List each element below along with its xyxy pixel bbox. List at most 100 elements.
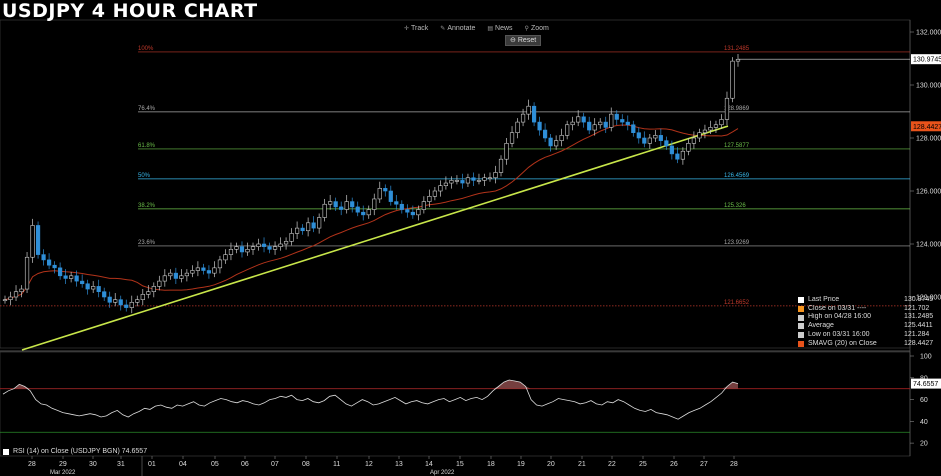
sma-price-label: 128.4427 <box>913 124 941 131</box>
fib-price-label: 126.4569 <box>724 173 750 179</box>
candle-body <box>432 190 437 197</box>
pencil-icon: ✎ <box>440 26 446 32</box>
x-tick-label: 04 <box>179 461 187 468</box>
x-tick-label: 28 <box>730 461 738 468</box>
rsi-tick-label: 40 <box>920 419 928 426</box>
legend-label: High on 04/28 16:00 <box>808 313 872 321</box>
candle-body <box>631 124 636 133</box>
candle-body <box>449 180 454 184</box>
candle-body <box>361 211 366 216</box>
candle-body <box>614 113 619 120</box>
candle-body <box>697 132 702 139</box>
candle-body <box>151 286 156 292</box>
legend-swatch <box>798 340 804 347</box>
candle-body <box>24 256 30 290</box>
reset-label: Reset <box>517 37 537 44</box>
candle-body <box>339 206 344 210</box>
month-label: Mar 2022 <box>50 470 76 476</box>
last-price-tag <box>911 54 941 65</box>
candle-body <box>625 121 630 126</box>
annotate-button[interactable]: ✎ Annotate <box>437 24 478 33</box>
x-tick-label: 05 <box>211 461 219 468</box>
zoom-button[interactable]: ⚲ Zoom <box>522 24 552 33</box>
rsi-legend-swatch <box>3 448 9 455</box>
price-legend: Last Price 130.9745 Close on 03/31 ---- 121… <box>798 296 933 348</box>
x-tick-label: 18 <box>487 461 495 468</box>
price-tick-label: 132.000 <box>916 30 941 37</box>
candle-body <box>708 127 713 131</box>
candle-body <box>570 121 575 126</box>
candle-body <box>96 286 101 292</box>
reset-button[interactable]: ⊖ Reset <box>505 35 542 46</box>
legend-label: Average <box>808 322 834 330</box>
x-tick-label: 25 <box>639 461 647 468</box>
candle-body <box>647 137 652 144</box>
candle-body <box>531 105 537 123</box>
candle-body <box>35 225 41 255</box>
candle-body <box>421 201 426 210</box>
legend-label: SMAVG (20) on Close <box>808 339 877 347</box>
fib-price-label: 127.5877 <box>724 143 750 149</box>
legend-label: Last Price <box>808 296 840 303</box>
x-tick-label: 29 <box>59 461 67 468</box>
fib-price-label: 123.9269 <box>724 240 750 246</box>
candle-body <box>669 145 674 155</box>
candle-body <box>537 121 542 131</box>
candle-body <box>294 227 300 234</box>
candle-body <box>63 275 68 279</box>
x-tick-label: 08 <box>302 461 310 468</box>
candle-body <box>460 180 465 184</box>
candle-body <box>719 119 724 126</box>
candle-body <box>372 198 377 210</box>
candle-body <box>471 177 476 181</box>
candle-body <box>85 283 90 290</box>
legend-row: SMAVG (20) on Close 128.4427 <box>798 340 933 349</box>
candle-body <box>80 280 85 285</box>
candle-body <box>388 190 393 202</box>
rsi-last-tag <box>911 378 941 389</box>
reset-icon: ⊖ <box>510 37 516 44</box>
candle-body <box>129 301 134 308</box>
x-tick-label: 14 <box>425 461 433 468</box>
candle-body <box>195 267 200 271</box>
rsi-last-label: 74.6557 <box>913 381 938 388</box>
candle-body <box>140 294 145 300</box>
candle-body <box>603 121 608 128</box>
legend-swatch <box>798 314 804 321</box>
candle-body <box>620 119 625 123</box>
candle-body <box>157 280 162 287</box>
candle-body <box>636 132 641 139</box>
legend-swatch <box>798 323 804 330</box>
x-tick-label: 21 <box>578 461 586 468</box>
track-button[interactable]: ✛ Track <box>401 24 431 33</box>
legend-label: Close on 03/31 ---- <box>808 304 867 312</box>
fib-level-label: 100% <box>138 46 154 52</box>
candle-body <box>653 135 658 139</box>
legend-swatch <box>798 306 804 313</box>
candle-body <box>124 304 129 308</box>
price-tick-label: 122.000 <box>916 295 941 302</box>
legend-value: 128.4427 <box>904 339 934 347</box>
price-panel <box>0 19 911 349</box>
candle-body <box>107 296 112 303</box>
x-tick-label: 15 <box>456 461 464 468</box>
candle-body <box>250 246 256 250</box>
candle-body <box>217 259 223 269</box>
news-button[interactable]: ▤ News <box>484 24 515 33</box>
candle-body <box>554 140 559 147</box>
price-tick-label: 128.000 <box>916 136 941 143</box>
magnifier-icon: ⚲ <box>524 26 529 32</box>
candle-body <box>289 233 294 242</box>
candle-body <box>113 299 118 303</box>
month-label: Apr 2022 <box>430 470 455 476</box>
candle-body <box>691 137 697 144</box>
x-tick-label: 27 <box>700 461 708 468</box>
x-tick-label: 28 <box>28 461 36 468</box>
candle-body <box>344 201 349 210</box>
candle-body <box>168 272 173 277</box>
candle-body <box>52 264 57 269</box>
candle-body <box>730 60 735 99</box>
candle-body <box>543 129 548 139</box>
candle-body <box>2 299 8 301</box>
candle-body <box>201 267 206 271</box>
